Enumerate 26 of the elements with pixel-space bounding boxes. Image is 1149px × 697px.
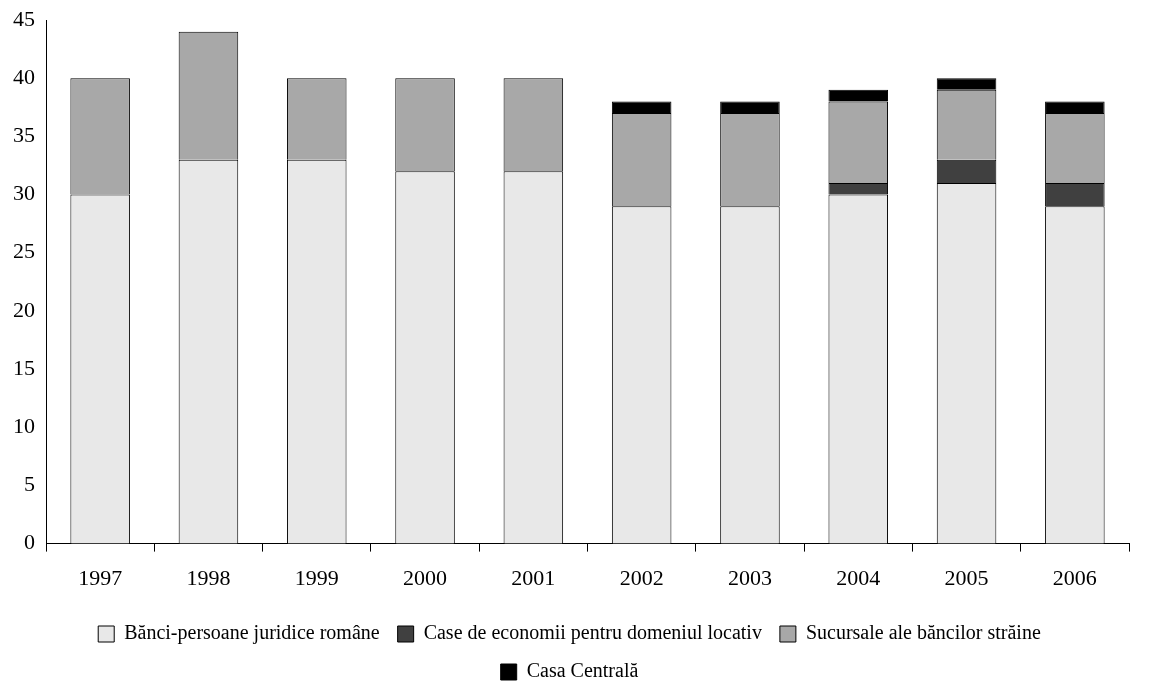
x-tick-label: 2000 [403,564,448,590]
y-tick-label: 5 [24,471,35,497]
y-tick-label: 45 [13,5,35,31]
y-tick-label: 40 [13,63,35,89]
legend-label: Bănci-persoane juridice române [124,621,380,645]
x-tick-label: 1998 [186,564,231,590]
x-tick-label: 2003 [727,564,772,590]
y-tick-label: 20 [13,296,35,322]
y-tick-label: 35 [13,122,35,148]
bar [1045,101,1105,114]
y-tick-label: 10 [13,413,35,439]
x-tick-label: 2002 [619,564,664,590]
legend-label: Case de economii pentru domeniul locativ [423,621,762,645]
x-tick-label: 2006 [1052,564,1097,590]
y-tick-label: 15 [13,354,35,380]
legend-label: Casa Centrală [526,659,639,682]
y-tick-label: 30 [13,180,35,206]
x-tick-label: 2005 [944,564,989,590]
y-tick-label: 0 [24,529,35,555]
x-tick-label: 2001 [511,564,556,590]
x-tick-label: 1997 [78,564,123,590]
bar [720,101,780,114]
y-tick-label: 25 [13,238,35,264]
x-tick-label: 2004 [836,564,881,590]
x-tick-label: 1999 [294,564,339,590]
legend-label: Sucursale ale băncilor străine [805,621,1041,644]
